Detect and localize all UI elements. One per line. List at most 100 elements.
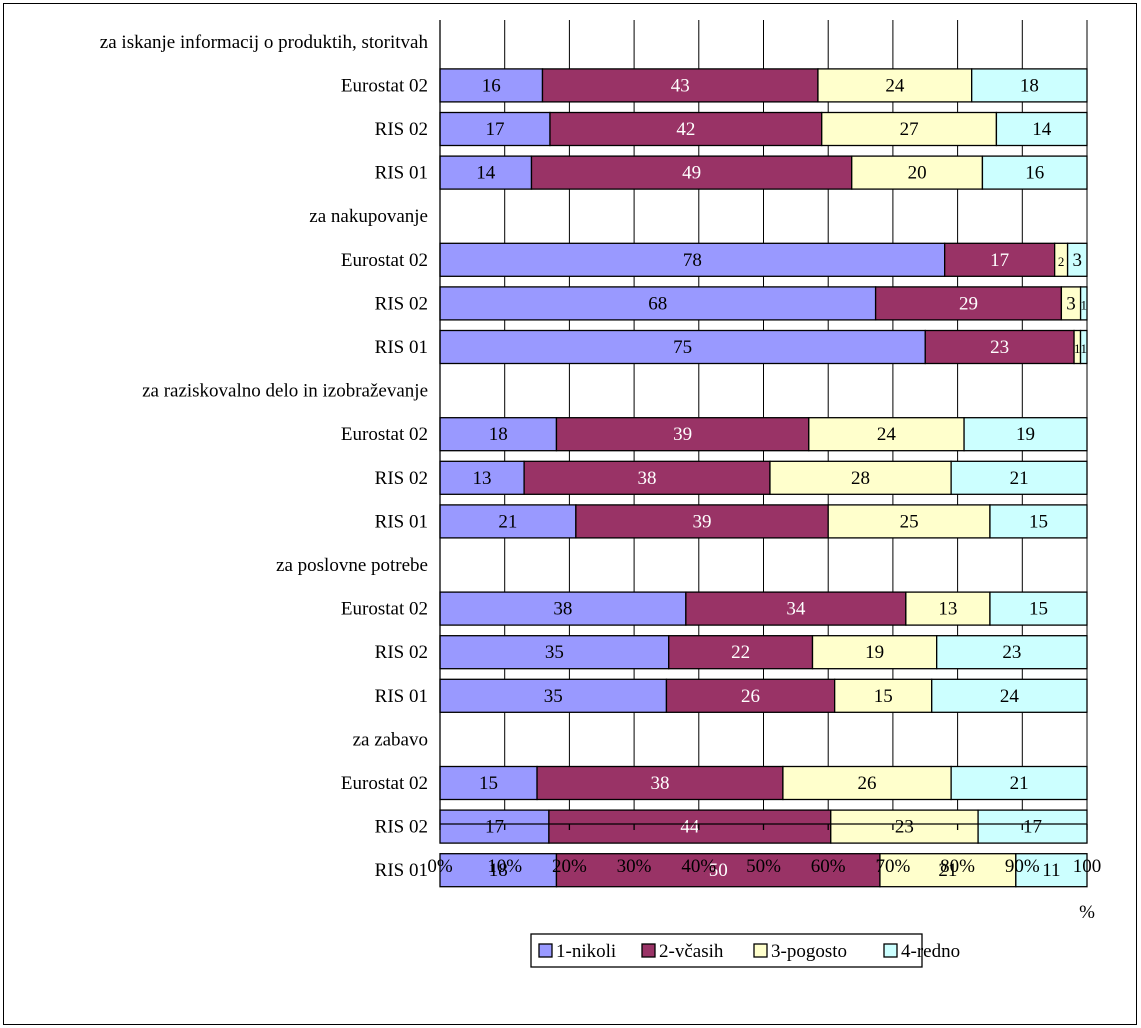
group-label: za poslovne potrebe: [276, 555, 428, 576]
data-label: 13: [938, 599, 957, 620]
data-label: 39: [673, 424, 692, 445]
bar-segment: [548, 809, 832, 844]
data-label: 68: [648, 293, 667, 314]
data-label: 38: [638, 468, 657, 489]
data-label: 21: [498, 511, 517, 532]
x-tick-label: 100: [1073, 856, 1102, 877]
bar-segment: [977, 809, 1088, 844]
data-label: 28: [851, 468, 870, 489]
x-unit-label: %: [1079, 902, 1095, 923]
bar-segment: [931, 678, 1088, 713]
bar-segment: [981, 155, 1088, 190]
data-label: 18: [1020, 75, 1039, 96]
data-label: 15: [1029, 511, 1048, 532]
data-label: 23: [1002, 642, 1021, 663]
x-tick-label: 90%: [1005, 856, 1040, 877]
data-label: 24: [885, 75, 905, 96]
data-label: 25: [900, 511, 919, 532]
legend-swatch: [538, 943, 553, 958]
bar-segment: [1079, 329, 1088, 365]
bar-segment: [530, 155, 853, 190]
bar-segment: [995, 111, 1088, 147]
row-label: RIS 02: [375, 468, 428, 489]
data-label: 17: [485, 817, 504, 838]
data-label: 21: [938, 860, 957, 881]
data-label: 43: [671, 75, 690, 96]
row-label: Eurostat 02: [341, 250, 428, 271]
data-label: 27: [900, 119, 919, 140]
bar-segment: [439, 591, 687, 626]
bar-segment: [950, 460, 1088, 495]
bar-segment: [944, 242, 1056, 277]
data-label: 18: [489, 860, 508, 881]
bar-segment: [555, 853, 881, 888]
data-label: 18: [489, 424, 508, 445]
data-label: 21: [1010, 773, 1029, 794]
data-label: 19: [865, 642, 884, 663]
bar-segment: [439, 417, 558, 452]
bar-segment: [668, 635, 814, 670]
row-label: Eurostat 02: [341, 599, 428, 620]
x-tick-label: 50%: [746, 856, 781, 877]
legend-swatch: [883, 943, 898, 958]
legend-label: 3-pogosto: [771, 941, 847, 962]
bar-segment: [439, 853, 558, 888]
bar-segment: [769, 460, 952, 495]
bar-segment: [536, 765, 784, 801]
data-label: 21: [1010, 468, 1029, 489]
row-label: RIS 01: [375, 163, 428, 184]
bar-segment: [685, 591, 907, 626]
data-label: 35: [544, 686, 563, 707]
row-label: RIS 02: [375, 817, 428, 838]
bar-segment: [665, 678, 836, 713]
row-label: RIS 01: [375, 686, 428, 707]
bar-segment: [1015, 853, 1088, 888]
data-label: 20: [908, 163, 927, 184]
data-label: 15: [1029, 599, 1048, 620]
data-label: 50: [709, 860, 728, 881]
data-label: 19: [1016, 424, 1035, 445]
bar-segment: [827, 504, 991, 539]
data-label: 14: [1032, 119, 1052, 140]
legend: [530, 933, 923, 968]
group-label: za zabavo: [353, 729, 428, 750]
data-label: 1: [1081, 297, 1088, 312]
data-label: 35: [545, 642, 564, 663]
bar-segment: [971, 68, 1088, 103]
bar-segment: [924, 329, 1075, 365]
bar-segment: [811, 635, 938, 670]
data-label: 1: [1081, 341, 1088, 356]
row-label: RIS 01: [375, 511, 428, 532]
bar-segment: [439, 635, 670, 670]
data-label: 3: [1066, 293, 1076, 314]
group-label: za raziskovalno delo in izobraževanje: [142, 381, 428, 402]
bar-segment: [950, 765, 1088, 801]
bar-segment: [989, 504, 1088, 539]
bar-segment: [817, 68, 973, 103]
row-label: RIS 02: [375, 119, 428, 140]
x-tick-label: 0%: [427, 856, 453, 877]
data-label: 13: [473, 468, 492, 489]
data-label: 17: [990, 250, 1009, 271]
data-label: 2: [1058, 254, 1065, 269]
data-label: 24: [877, 424, 897, 445]
legend-swatch: [753, 943, 768, 958]
data-label: 3: [1073, 250, 1083, 271]
data-label: 15: [874, 686, 893, 707]
data-label: 38: [650, 773, 669, 794]
bar-segment: [808, 417, 965, 452]
row-label: Eurostat 02: [341, 424, 428, 445]
x-tick-label: 70%: [875, 856, 910, 877]
bar-segment: [963, 417, 1088, 452]
group-label: za nakupovanje: [309, 206, 428, 227]
data-label: 39: [693, 511, 712, 532]
data-label: 23: [990, 337, 1009, 358]
data-label: 24: [1000, 686, 1020, 707]
data-label: 16: [1025, 163, 1044, 184]
bar-segment: [821, 111, 998, 147]
bar-segment: [989, 591, 1088, 626]
data-label: 15: [479, 773, 498, 794]
data-label: 29: [959, 293, 978, 314]
data-label: 23: [895, 817, 914, 838]
x-tick-label: 20%: [552, 856, 587, 877]
